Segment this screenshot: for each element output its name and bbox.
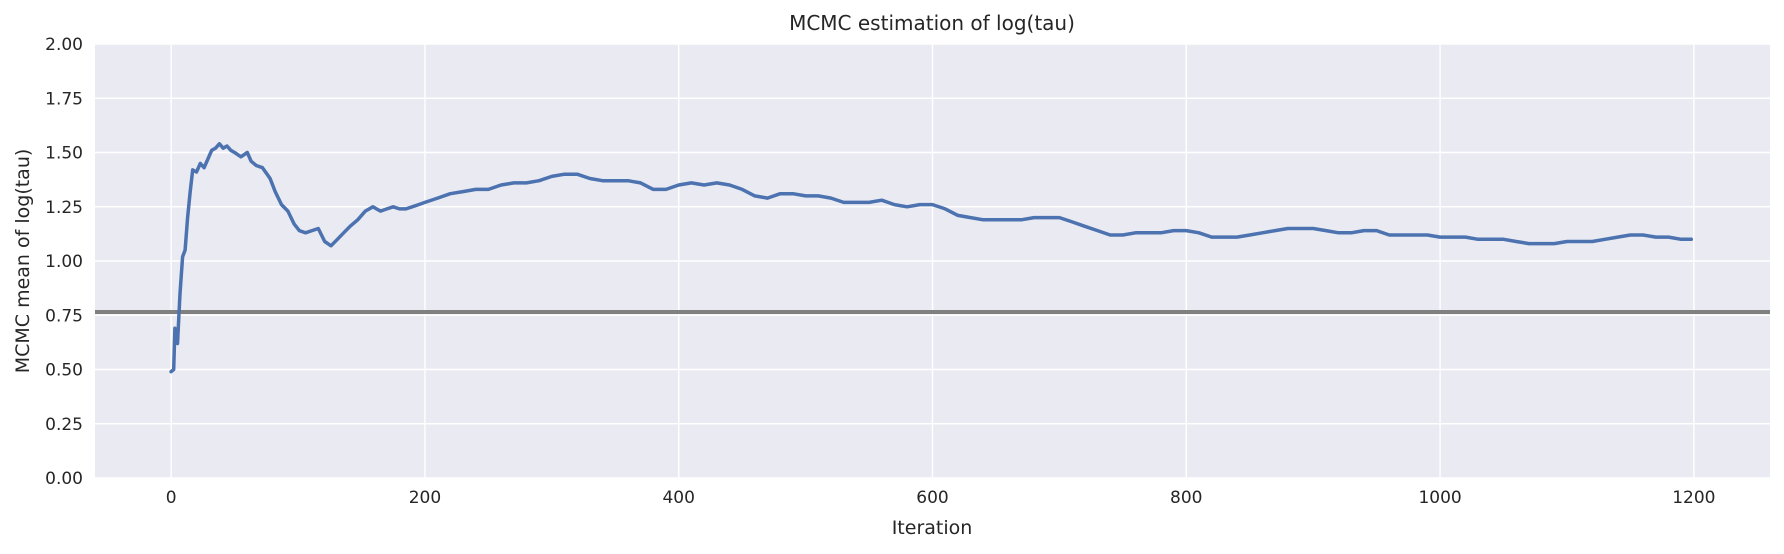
x-tick-labels: 0 200 400 600 800 1000 1200: [166, 488, 1716, 508]
x-tick-label: 400: [662, 488, 694, 508]
chart-title: MCMC estimation of log(tau): [789, 11, 1075, 35]
y-tick-label: 1.50: [45, 144, 83, 164]
y-tick-label: 0.75: [45, 306, 83, 326]
y-tick-label: 0.50: [45, 361, 83, 381]
series-layer: [169, 142, 1694, 374]
y-tick-label: 0.00: [45, 469, 83, 489]
x-tick-label: 600: [916, 488, 948, 508]
y-tick-labels: 0.00 0.25 0.50 0.75 1.00 1.25 1.50 1.75 2.00: [45, 35, 83, 489]
x-tick-label: 1200: [1672, 488, 1715, 508]
x-tick-label: 0: [166, 488, 177, 508]
y-tick-label: 0.25: [45, 415, 83, 435]
y-axis-label: MCMC mean of log(tau): [12, 149, 34, 374]
x-axis-label: Iteration: [892, 517, 973, 539]
x-tick-label: 1000: [1418, 488, 1461, 508]
y-tick-label: 1.25: [45, 198, 83, 218]
x-tick-label: 200: [409, 488, 441, 508]
grid: [95, 43, 1770, 479]
y-tick-label: 2.00: [45, 35, 83, 55]
x-tick-label: 800: [1170, 488, 1202, 508]
series-line: [169, 142, 1694, 374]
y-tick-label: 1.75: [45, 89, 83, 109]
y-tick-label: 1.00: [45, 252, 83, 272]
